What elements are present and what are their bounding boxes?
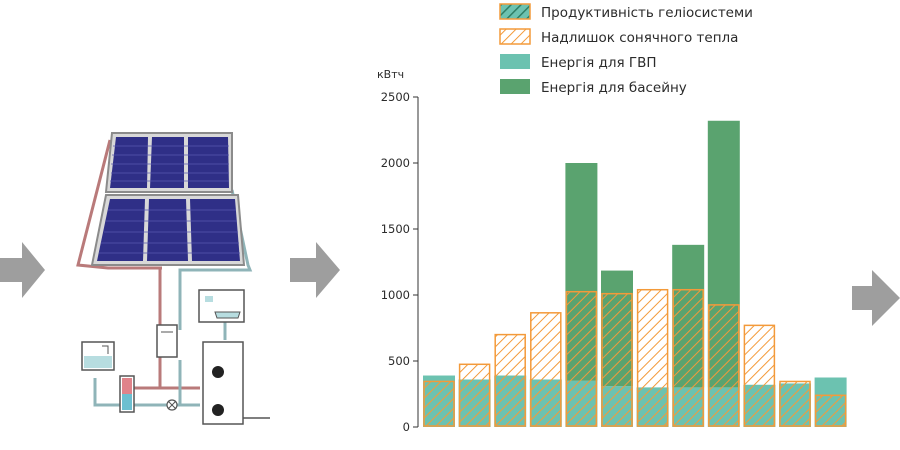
legend-item-dhw: Енергія для ГВП (500, 54, 657, 71)
y-tick-label: 1000 (381, 288, 410, 302)
bar-performance (814, 394, 847, 427)
y-tick-label: 0 (403, 420, 410, 434)
chart: Продуктивність геліосистеми Надлишок соня… (377, 3, 847, 434)
bar-group (601, 270, 633, 427)
bar-group (707, 120, 740, 427)
bar-performance (708, 304, 740, 427)
bars (423, 120, 847, 427)
y-axis: кВтч 0 500 1000 1500 2000 2500 (377, 68, 419, 434)
bar-group (779, 380, 811, 427)
bar-group (814, 377, 847, 427)
bar-performance (530, 312, 562, 427)
arrow-right-icon (0, 242, 45, 298)
y-tick-label: 1500 (381, 222, 410, 236)
y-tick-label: 2500 (381, 90, 410, 104)
bar-performance (636, 288, 669, 427)
legend-swatch-dhw (500, 54, 530, 69)
legend-item-performance: Продуктивність геліосистеми (499, 3, 753, 21)
legend-swatch-surplus (499, 28, 531, 45)
legend-swatch-performance (499, 3, 531, 20)
bar-group (672, 244, 705, 427)
legend-item-pool: Енергія для басейну (500, 79, 687, 96)
bar-performance (423, 380, 455, 427)
bar-group (458, 363, 491, 427)
bar-group (743, 324, 776, 427)
legend-label-pool: Енергія для басейну (541, 80, 687, 96)
legend-label-dhw: Енергія для ГВП (541, 55, 657, 71)
y-axis-unit-label: кВтч (377, 68, 404, 81)
legend-item-surplus: Надлишок сонячного тепла (499, 28, 738, 46)
solar-system-diagram (76, 132, 270, 425)
bar-performance (458, 363, 491, 427)
bar-performance (601, 292, 633, 427)
arrow-right-icon (852, 270, 900, 326)
legend-swatch-pool (500, 79, 530, 94)
bar-group (494, 333, 527, 427)
legend: Продуктивність геліосистеми Надлишок соня… (499, 3, 753, 96)
bar-group (636, 288, 669, 427)
arrow-right-icon (290, 242, 340, 298)
bar-performance (565, 290, 598, 427)
legend-label-surplus: Надлишок сонячного тепла (541, 30, 738, 46)
bar-group (423, 375, 455, 427)
y-tick-label: 2000 (381, 156, 410, 170)
bar-performance (743, 324, 776, 427)
bar-performance (672, 288, 704, 427)
bar-group (529, 312, 562, 427)
bar-performance (779, 380, 811, 427)
bar-performance (494, 333, 526, 427)
bar-group (565, 163, 598, 427)
y-tick-label: 500 (388, 354, 410, 368)
legend-label-performance: Продуктивність геліосистеми (541, 5, 753, 21)
